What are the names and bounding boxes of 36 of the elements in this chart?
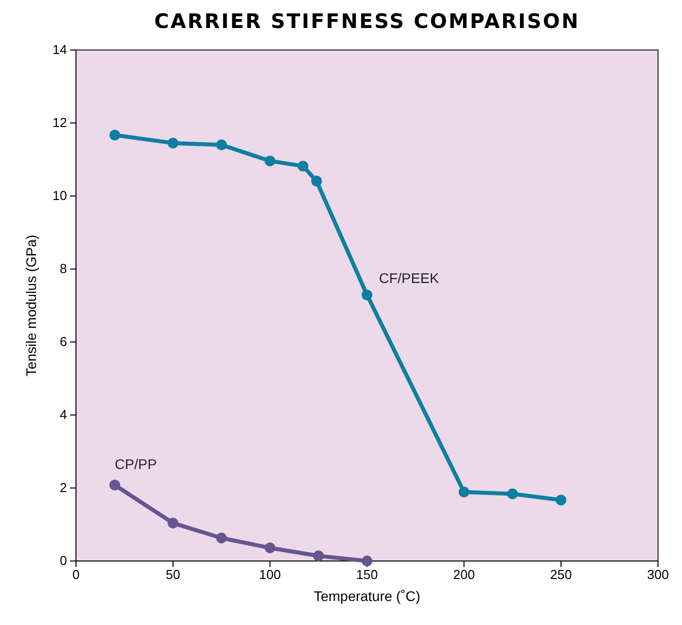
x-tick-label: 100 [259, 567, 281, 582]
x-tick-label: 250 [550, 567, 572, 582]
y-tick-label: 8 [60, 261, 67, 276]
point [216, 532, 227, 544]
point [298, 160, 308, 172]
point [109, 130, 120, 140]
point [216, 140, 227, 150]
x-tick-label: 150 [356, 567, 378, 582]
y-tick-label: 4 [60, 407, 67, 422]
point [168, 138, 178, 148]
point [556, 494, 566, 506]
point [362, 556, 372, 566]
point [362, 290, 372, 300]
x-tick-label: 200 [453, 567, 475, 582]
y-axis-title: Tensile modulus (GPa) [23, 234, 39, 376]
point [109, 480, 120, 490]
y-tick-label: 12 [52, 115, 67, 130]
point [313, 550, 324, 562]
point [264, 542, 276, 554]
series-label: CP/PP [114, 456, 157, 472]
x-tick-label: 300 [647, 567, 669, 582]
y-tick-label: 14 [52, 42, 67, 58]
y-tick-label: 10 [52, 188, 67, 204]
point [507, 488, 518, 500]
x-axis-title: Temperature (˚C) [314, 588, 420, 604]
point [168, 518, 178, 528]
series-label: CF/PEEK [379, 270, 440, 286]
x-tick-label: 50 [166, 567, 180, 582]
y-tick-label: 0 [60, 553, 67, 568]
point [458, 486, 470, 498]
point [264, 156, 276, 166]
chart-title: CARRIER STIFFNESS COMPARISON [154, 9, 580, 33]
x-tick-label: 0 [72, 567, 80, 582]
point [311, 176, 322, 186]
y-tick-label: 6 [60, 334, 67, 350]
y-tick-label: 2 [60, 480, 67, 496]
